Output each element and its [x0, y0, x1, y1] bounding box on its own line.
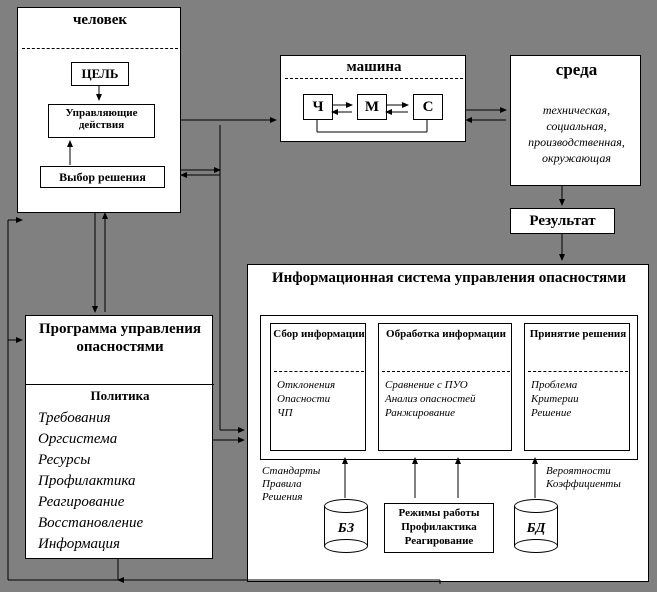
db2-label: БД — [514, 521, 558, 537]
col1: Сбор информации Отклонения Опасности ЧП — [270, 323, 366, 451]
info-title: Информационная система управления опасно… — [252, 269, 646, 287]
left-notes: Стандарты Правила Решения — [262, 465, 320, 504]
machine-title: машина — [281, 59, 467, 76]
col1-items: Отклонения Опасности ЧП — [277, 378, 363, 420]
db1: БЗ — [324, 499, 368, 553]
right-notes: Вероятности Коэффициенты — [546, 465, 621, 491]
result-box: Результат — [510, 208, 615, 234]
db1-label: БЗ — [324, 521, 368, 537]
env-desc: техническая, социальная, производственна… — [513, 102, 640, 166]
col2-items: Сравнение с ПУО Анализ опасностей Ранжир… — [385, 378, 509, 420]
human-title: человек — [18, 12, 182, 29]
program-title: Программа управления опасностями — [30, 320, 210, 356]
program-block: Программа управления опасностями Политик… — [25, 315, 213, 559]
col3-items: Проблема Критерии Решение — [531, 378, 627, 420]
dash-c2 — [382, 371, 510, 372]
mach-m: М — [357, 94, 387, 120]
human-block: человек ЦЕЛЬ Управляющие действия Выбор … — [17, 7, 181, 213]
info-system-block: Информационная система управления опасно… — [247, 264, 649, 582]
program-items: Требования Оргсистема Ресурсы Профилакти… — [38, 408, 208, 555]
env-block: среда техническая, социальная, производс… — [510, 55, 641, 186]
modes-box: Режимы работы Профилактика Реагирование — [384, 503, 494, 553]
mach-h: Ч — [303, 94, 333, 120]
choice-box: Выбор решения — [40, 166, 165, 188]
program-divider — [26, 384, 214, 385]
goal-box: ЦЕЛЬ — [71, 62, 129, 86]
env-title: среда — [511, 60, 642, 80]
policy-label: Политика — [26, 388, 214, 404]
mach-s: С — [413, 94, 443, 120]
col3: Принятие решения Проблема Критерии Решен… — [524, 323, 630, 451]
col2: Обработка информации Сравнение с ПУО Ана… — [378, 323, 512, 451]
machine-block: машина Ч М С — [280, 55, 466, 142]
dash-c1 — [274, 371, 364, 372]
actions-box: Управляющие действия — [48, 104, 155, 138]
dash-c3 — [528, 371, 628, 372]
col1-header: Сбор информации — [271, 328, 367, 341]
dash-1 — [22, 48, 178, 49]
col2-header: Обработка информации — [379, 328, 513, 341]
db2: БД — [514, 499, 558, 553]
col3-header: Принятие решения — [525, 328, 631, 341]
dash-2 — [285, 78, 463, 79]
